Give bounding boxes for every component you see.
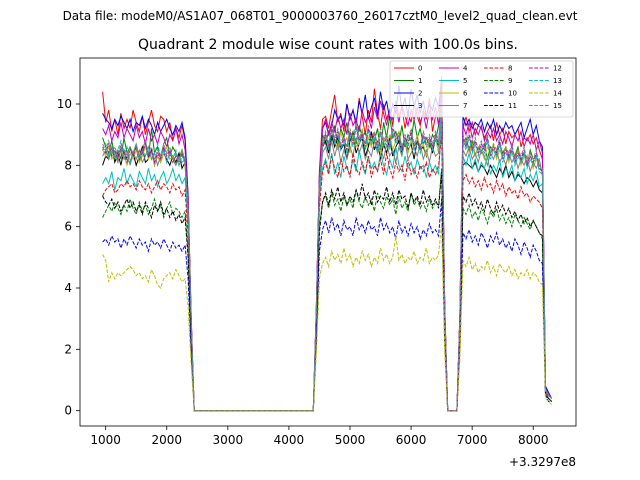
legend-label-1: 1 [418, 77, 422, 85]
y-tick-label: 10 [57, 97, 72, 111]
x-axis-ticks: 1000 2000 3000 4000 5000 6000 7000 8000 [90, 426, 549, 447]
legend-label-0: 0 [418, 65, 422, 73]
legend-label-4: 4 [463, 65, 468, 73]
series-line-11 [102, 171, 552, 412]
series-line-13 [102, 107, 552, 412]
series-line-2 [102, 85, 553, 412]
x-tick-label: 1000 [90, 433, 121, 447]
axes-frame [79, 57, 577, 427]
x-tick-label: 8000 [518, 433, 549, 447]
series-line-9 [102, 168, 552, 412]
x-tick-label: 5000 [335, 433, 366, 447]
y-tick-label: 6 [64, 220, 72, 234]
x-axis-offset-label: +3.3297e8 [509, 455, 576, 469]
series-line-12 [102, 100, 552, 412]
legend-frame [389, 60, 574, 118]
legend-label-9: 9 [508, 77, 512, 85]
y-axis-ticks: 0 2 4 6 8 10 [57, 97, 80, 418]
plot-lines [102, 76, 553, 412]
series-line-8 [102, 134, 552, 412]
legend-label-12: 12 [553, 65, 562, 73]
x-tick-label: 3000 [213, 433, 244, 447]
y-tick-label: 0 [64, 404, 72, 418]
series-line-4 [102, 82, 552, 412]
series-line-5 [102, 119, 552, 412]
x-tick-label: 2000 [151, 433, 182, 447]
figure-suptitle: Data file: modeM0/AS1A07_068T01_90000037… [63, 9, 578, 23]
legend-label-3: 3 [418, 102, 422, 110]
legend-label-2: 2 [418, 90, 422, 98]
series-line-10 [102, 199, 552, 412]
series-line-15 [102, 97, 552, 412]
legend-label-6: 6 [463, 90, 468, 98]
legend-label-15: 15 [553, 102, 562, 110]
series-line-7 [102, 110, 552, 412]
x-tick-label: 6000 [396, 433, 427, 447]
legend-label-13: 13 [553, 77, 562, 85]
y-tick-label: 4 [64, 281, 72, 295]
legend-label-8: 8 [508, 65, 512, 73]
legend-label-10: 10 [508, 90, 517, 98]
legend-label-5: 5 [463, 77, 467, 85]
series-line-14 [102, 223, 552, 412]
x-tick-label: 7000 [457, 433, 488, 447]
chart-title: Quadrant 2 module wise count rates with … [138, 37, 518, 53]
legend-label-7: 7 [463, 102, 467, 110]
y-tick-label: 2 [64, 342, 72, 356]
y-tick-label: 8 [64, 158, 72, 172]
legend-label-14: 14 [553, 90, 562, 98]
legend-label-11: 11 [508, 102, 517, 110]
series-line-0 [102, 76, 552, 412]
x-tick-label: 4000 [274, 433, 305, 447]
